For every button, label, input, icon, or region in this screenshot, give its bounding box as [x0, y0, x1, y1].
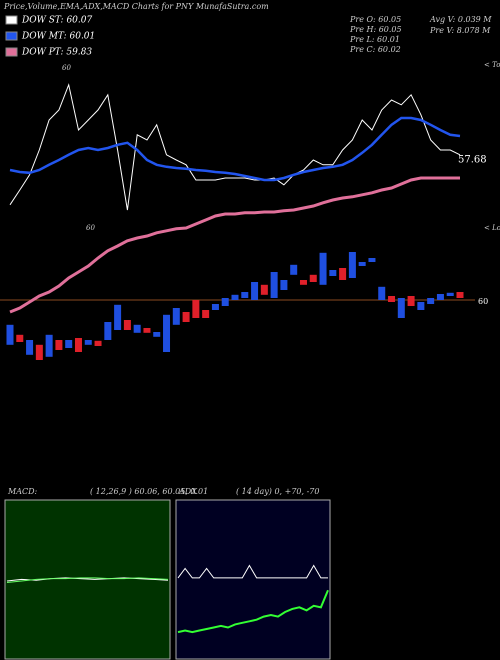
candle — [94, 340, 102, 346]
candle — [211, 304, 219, 310]
candle — [16, 334, 24, 342]
legend-label: DOW MT: 60.01 — [21, 32, 95, 42]
candle — [260, 284, 268, 295]
y-tick-label: 60 — [478, 297, 488, 306]
legend-label: DOW PT: 59.83 — [21, 48, 92, 58]
candle — [436, 294, 444, 300]
panel-subtitle: ( 12,26,9 ) 60.06, 60.05, 0.01 — [90, 487, 208, 496]
annotation: 60 — [86, 224, 95, 232]
candle — [309, 274, 317, 282]
candle — [6, 324, 14, 345]
candle — [143, 328, 151, 333]
candle — [407, 296, 415, 306]
candle — [104, 322, 112, 340]
candle — [202, 310, 210, 318]
candle — [153, 332, 161, 337]
candle — [26, 340, 34, 355]
panel-title: ADX — [178, 487, 197, 496]
stat-label: Avg V: 0.039 M — [429, 15, 492, 24]
series-line — [9, 116, 461, 182]
candle — [270, 272, 278, 298]
candle — [388, 296, 396, 302]
candle — [358, 262, 366, 266]
legend-swatch — [5, 47, 18, 57]
stat-label: Pre V: 8.078 M — [429, 26, 491, 35]
candle — [231, 294, 239, 300]
candle — [446, 292, 454, 296]
candle — [397, 298, 405, 318]
annotation: 57.68 — [458, 155, 487, 166]
candle — [417, 302, 425, 310]
candle — [319, 252, 327, 285]
annotation: 60 — [62, 64, 71, 72]
candle — [114, 304, 122, 330]
candle — [299, 280, 307, 285]
candle — [378, 286, 386, 300]
candle — [74, 338, 82, 352]
candle — [221, 298, 229, 306]
candle — [456, 292, 464, 298]
candle — [290, 264, 298, 275]
candle — [172, 308, 180, 325]
candle — [329, 270, 337, 276]
series-line — [177, 564, 328, 579]
candle — [368, 258, 376, 262]
candle — [84, 340, 92, 345]
candle — [348, 252, 356, 278]
stat-label: Pre C: 60.02 — [349, 45, 401, 54]
candle — [123, 320, 131, 330]
candle — [241, 292, 249, 298]
legend-label: DOW ST: 60.07 — [21, 16, 92, 26]
legend-swatch — [5, 31, 18, 41]
candle — [65, 340, 73, 348]
candle — [35, 344, 43, 360]
panel-subtitle: ( 14 day) 0, +70, -70 — [236, 487, 320, 496]
candle — [182, 312, 190, 322]
candle — [163, 314, 171, 352]
chart-title: Price,Volume,EMA,ADX,MACD Charts for PNY… — [3, 2, 269, 11]
candle — [427, 298, 435, 304]
annotation: < Lows — [484, 224, 500, 232]
panel — [175, 499, 331, 660]
stat-label: Pre H: 60.05 — [349, 25, 402, 34]
candle — [133, 324, 141, 333]
candle — [192, 300, 200, 318]
legend-swatch — [5, 15, 18, 25]
series-line — [6, 577, 169, 583]
series-line — [9, 176, 460, 314]
stat-label: Pre O: 60.05 — [349, 15, 401, 24]
candle — [280, 280, 288, 290]
annotation: < Tops — [484, 61, 500, 69]
candle — [339, 268, 347, 280]
candle — [45, 334, 53, 357]
stat-label: Pre L: 60.01 — [349, 35, 400, 44]
series-line — [9, 83, 461, 211]
candle — [251, 282, 259, 300]
panel-title: MACD: — [7, 487, 38, 496]
candle — [55, 340, 63, 350]
series-line — [177, 589, 329, 634]
